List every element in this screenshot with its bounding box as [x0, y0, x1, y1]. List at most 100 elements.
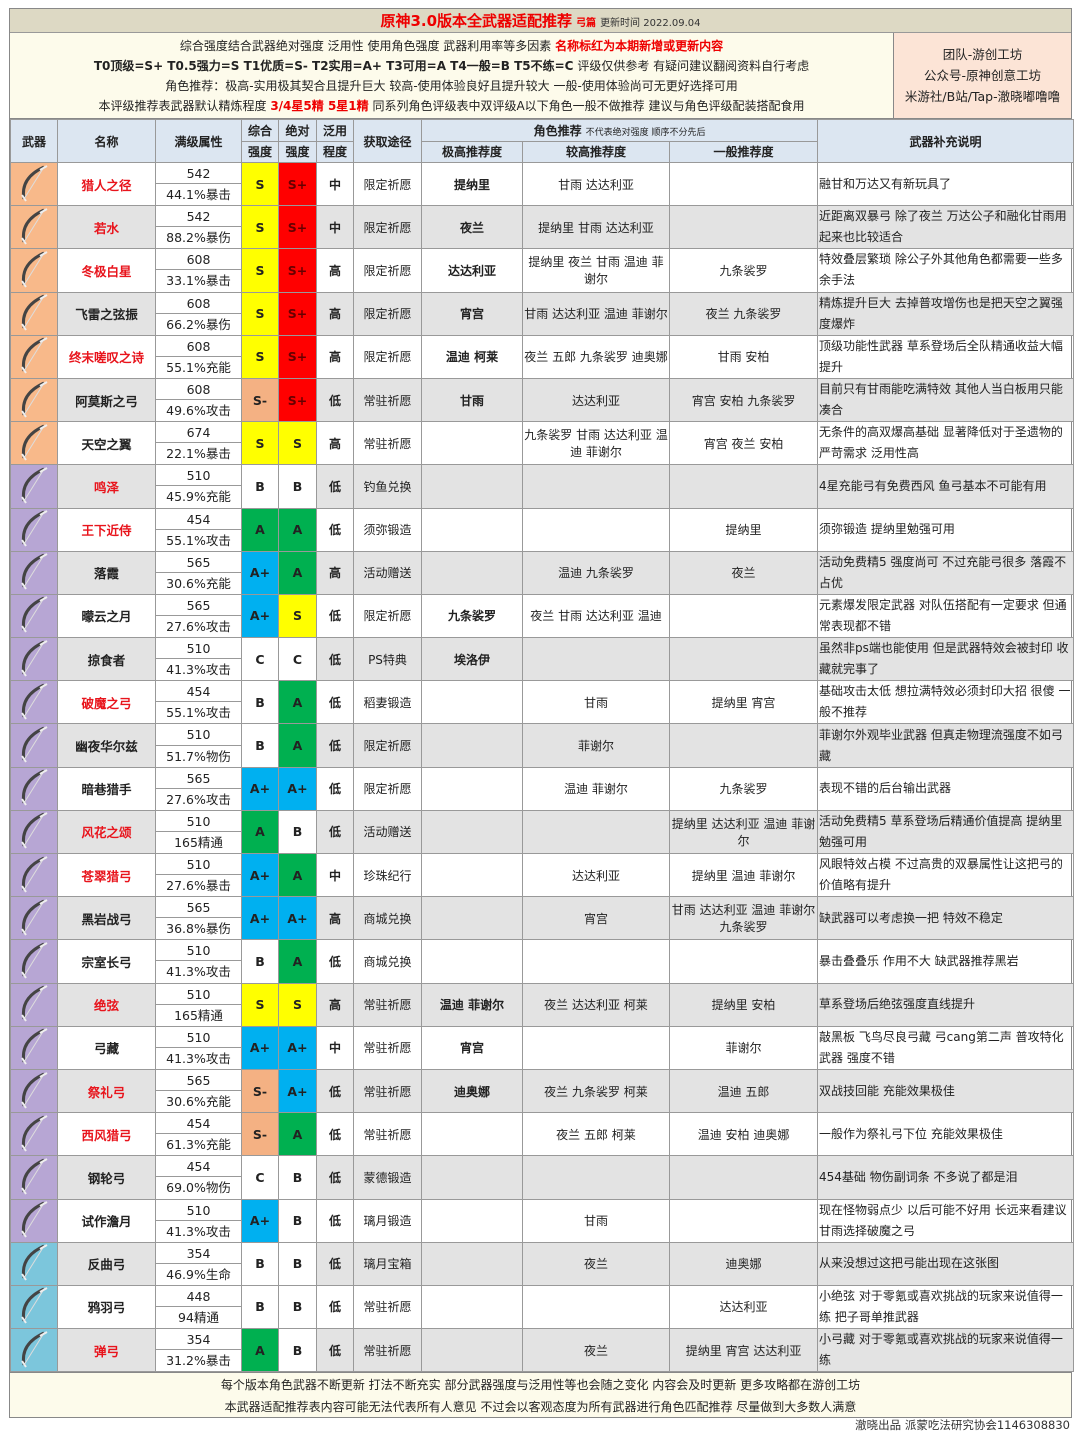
- source: 商城兑换: [353, 896, 422, 941]
- versatility: 低: [316, 1284, 354, 1330]
- rec-mid: 温迪 菲谢尔: [522, 766, 670, 811]
- rec-mid: [522, 809, 670, 855]
- table-row: 风花之颂 510 165精通 A B 低活动赠送 提纳里 达达利亚 温迪 菲谢尔 活动免费精5…: [10, 809, 1075, 855]
- rec-mid: 温迪 九条裟罗: [522, 550, 670, 595]
- bow-icon: [10, 248, 58, 293]
- source: 常驻祈愿: [353, 1068, 422, 1114]
- versatility: 中: [316, 1025, 354, 1070]
- col-absolute: 绝对: [278, 119, 317, 142]
- overall-grade: A+: [241, 1025, 279, 1070]
- col-rec-high: 极高推荐度: [421, 140, 523, 163]
- absolute-grade: S+: [278, 161, 317, 207]
- overall-grade: A: [241, 1328, 279, 1373]
- weapon-desc: 一般作为祭礼弓下位 充能效果极佳: [817, 1112, 1075, 1157]
- table-row: 王下近侍 454 55.1%攻击 A A 低须弥锻造 提纳里 须弥锻造 提纳里勉强可用: [10, 507, 1075, 552]
- weapon-stats: 510 41.3%攻击: [155, 939, 242, 984]
- weapon-desc: 融甘和万达又有新玩具了: [817, 161, 1075, 207]
- sub-stat: 36.8%暴伤: [156, 918, 241, 939]
- versatility: 低: [316, 507, 354, 552]
- table-row: 黑岩战弓 565 36.8%暴伤 A+ A+ 高商城兑换 宵宫 甘雨 达达利亚 温迪 菲谢尔 …: [10, 896, 1075, 941]
- rec-high: [421, 1241, 523, 1286]
- weapon-desc: 虽然非ps端也能使用 但是武器特效会被封印 收藏就完事了: [817, 637, 1075, 682]
- rec-high: [421, 464, 523, 509]
- overall-grade: C: [241, 1155, 279, 1200]
- bow-icon: [10, 550, 58, 595]
- weapon-desc: 近距离双暴弓 除了夜兰 万达公子和融化甘雨用起来也比较适合: [817, 205, 1075, 250]
- bow-icon: [10, 766, 58, 811]
- weapon-name: 阿莫斯之弓: [57, 377, 156, 423]
- weapon-name: 终末嗟叹之诗: [57, 334, 156, 379]
- overall-grade: B: [241, 680, 279, 725]
- col-stat: 满级属性: [155, 119, 242, 163]
- absolute-grade: S: [278, 593, 317, 639]
- absolute-grade: A: [278, 852, 317, 898]
- footer: 每个版本角色武器不断更新 打法不断充实 部分武器强度与泛用性等也会随之变化 内容…: [10, 1372, 1071, 1418]
- absolute-grade: A: [278, 939, 317, 984]
- absolute-grade: A: [278, 1112, 317, 1157]
- weapon-table: 武器 名称 满级属性 综合 绝对 泛用 获取途径 角色推荐 不代表绝对强度 顺序不…: [10, 119, 1075, 1373]
- base-attack: 454: [156, 682, 241, 703]
- versatility: 低: [316, 766, 354, 811]
- versatility: 低: [316, 637, 354, 682]
- weapon-stats: 510 165精通: [155, 809, 242, 855]
- weapon-name: 破魔之弓: [57, 680, 156, 725]
- base-attack: 510: [156, 465, 241, 487]
- weapon-name: 落霞: [57, 550, 156, 595]
- base-attack: 354: [156, 1329, 241, 1351]
- rec-low: [668, 637, 819, 682]
- source: 常驻祈愿: [353, 1328, 422, 1373]
- col-rec: 角色推荐 不代表绝对强度 顺序不分先后: [420, 119, 819, 142]
- col-rec-mid: 较高推荐度: [522, 140, 670, 163]
- weapon-desc: 风眼特效占模 不过高贵的双暴属性让这把弓的价值略有提升: [817, 852, 1075, 898]
- weapon-name: 王下近侍: [57, 507, 156, 552]
- weapon-name: 天空之翼: [57, 421, 156, 466]
- versatility: 中: [316, 205, 354, 250]
- weapon-stats: 565 27.6%攻击: [155, 766, 242, 811]
- base-attack: 608: [156, 336, 241, 357]
- table-row: 试作澹月 510 41.3%攻击 A+ B 低璃月锻造 甘雨 现在怪物弱点少 以后可能不好用 …: [10, 1198, 1075, 1243]
- absolute-grade: S+: [278, 377, 317, 423]
- absolute-grade: S+: [278, 291, 317, 336]
- bow-icon: [10, 334, 58, 379]
- col-weapon: 武器: [10, 119, 58, 163]
- sub-stat: 88.2%暴伤: [156, 227, 241, 248]
- weapon-name: 钢轮弓: [57, 1155, 156, 1200]
- table-row: 暗巷猎手 565 27.6%攻击 A+ A+ 低限定祈愿 温迪 菲谢尔 九条裟罗 表现不错的后台…: [10, 766, 1075, 811]
- table-row: 天空之翼 674 22.1%暴击 S S 高常驻祈愿 九条裟罗 甘雨 达达利亚 温迪 菲谢尔…: [10, 421, 1075, 466]
- rec-high: 甘雨: [421, 377, 523, 423]
- sub-stat: 66.2%暴伤: [156, 313, 241, 335]
- overall-grade: S: [241, 248, 279, 293]
- weapon-desc: 暴击叠叠乐 作用不大 缺武器推荐黑岩: [817, 939, 1075, 984]
- absolute-grade: B: [278, 809, 317, 855]
- bow-icon: [10, 1284, 58, 1330]
- rec-high: [421, 852, 523, 898]
- col-overall: 综合: [241, 119, 279, 142]
- table-row: 鸣泽 510 45.9%充能 B B 低钓鱼兑换 4星充能弓有免费西风 鱼弓基本不可能有用: [10, 464, 1075, 509]
- rec-high: [421, 1328, 523, 1373]
- weapon-name: 掠食者: [57, 637, 156, 682]
- weapon-name: 黑岩战弓: [57, 896, 156, 941]
- overall-grade: S: [241, 291, 279, 336]
- base-attack: 565: [156, 768, 241, 789]
- weapon-desc: 基础攻击太低 想拉满特效必须封印大招 很傻 一般不推荐: [817, 680, 1075, 725]
- overall-grade: A: [241, 507, 279, 552]
- versatility: 高: [316, 248, 354, 293]
- weapon-desc: 表现不错的后台输出武器: [817, 766, 1075, 811]
- rec-high: [421, 766, 523, 811]
- rec-high: 宵宫: [421, 1025, 523, 1070]
- base-attack: 510: [156, 1027, 241, 1048]
- col-desc: 武器补充说明: [817, 119, 1075, 163]
- table-row: 祭礼弓 565 30.6%充能 S- A+ 低常驻祈愿 迪奥娜 夜兰 九条裟罗 柯莱 温迪 五郎…: [10, 1068, 1075, 1114]
- table-row: 绝弦 510 165精通 S S 高常驻祈愿 温迪 菲谢尔 夜兰 达达利亚 柯莱 提纳里 安柏草…: [10, 982, 1075, 1027]
- absolute-grade: A+: [278, 896, 317, 941]
- weapon-desc: 454基础 物伤副词条 不多说了都是泪: [817, 1155, 1075, 1200]
- absolute-grade: S: [278, 421, 317, 466]
- bow-icon: [10, 1241, 58, 1286]
- weapon-name: 鸣泽: [57, 464, 156, 509]
- title-bar: 原神3.0版本全武器适配推荐 弓篇 更新时间 2022.09.04: [10, 9, 1071, 33]
- rec-low: 甘雨 达达利亚 温迪 菲谢尔 九条裟罗: [668, 896, 819, 941]
- weapon-stats: 565 30.6%充能: [155, 1068, 242, 1114]
- rec-low: 提纳里 安柏: [668, 982, 819, 1027]
- weapon-stats: 542 88.2%暴伤: [155, 205, 242, 250]
- bow-icon: [10, 680, 58, 725]
